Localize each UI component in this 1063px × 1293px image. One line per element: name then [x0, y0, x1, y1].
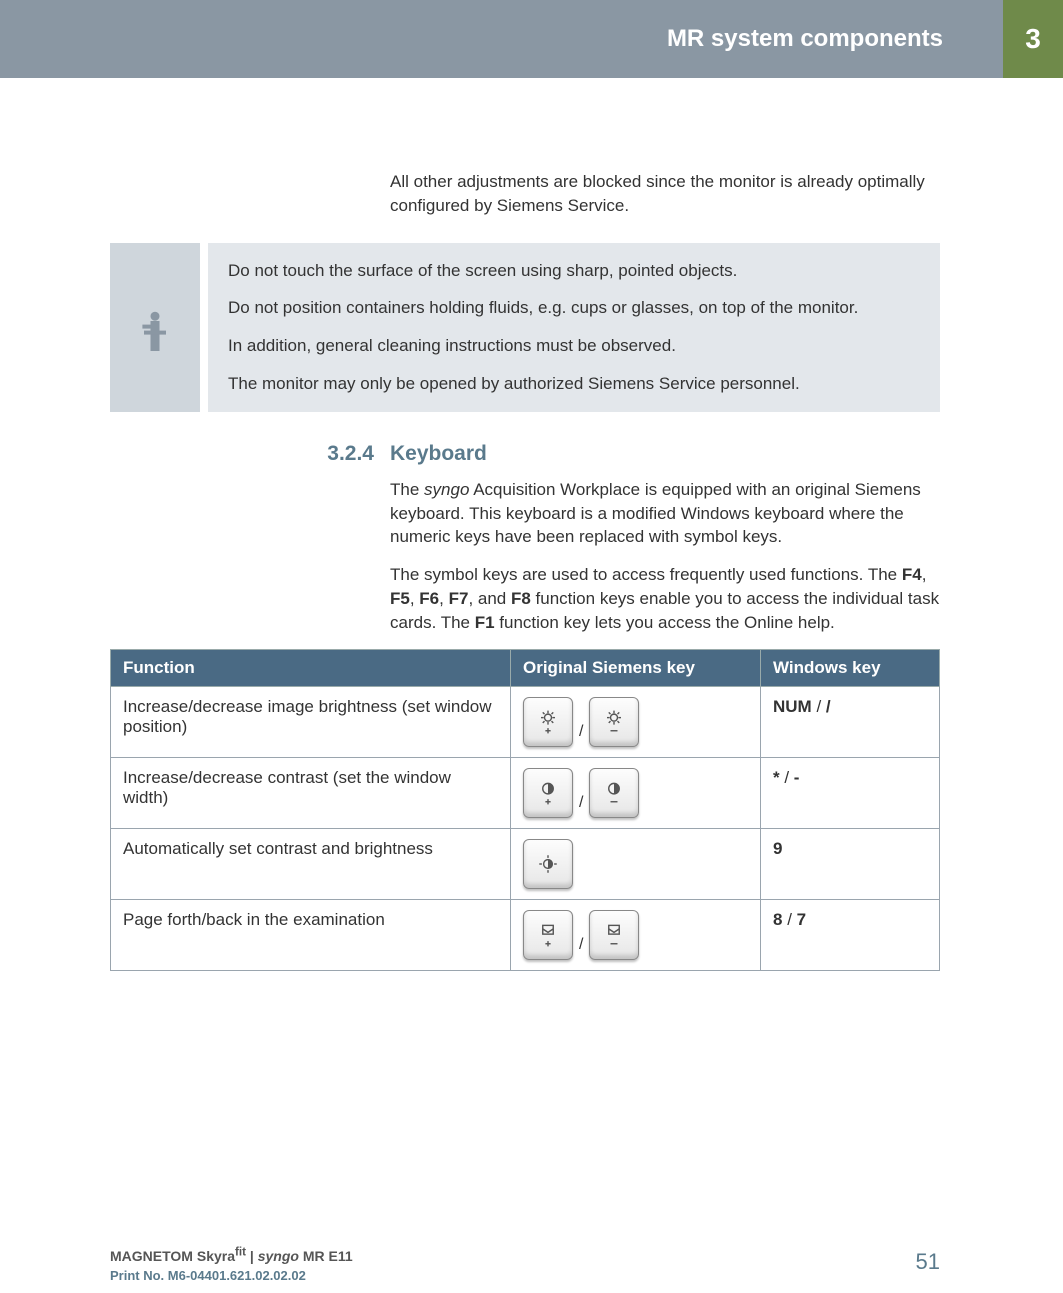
contrast-minus-keycap-icon — [589, 768, 639, 818]
text-sup: fit — [235, 1245, 246, 1258]
cell-siemens-key: / — [511, 686, 761, 757]
text-bold: F6 — [419, 589, 439, 608]
page-header: MR system components 3 — [0, 0, 1063, 78]
cell-siemens-key: / — [511, 757, 761, 828]
text-run: , — [922, 565, 927, 584]
table-row: Automatically set contrast and brightnes… — [111, 828, 940, 899]
footer-print-no: Print No. M6-04401.621.02.02.02 — [110, 1268, 940, 1283]
text-bold: F1 — [475, 613, 495, 632]
auto-keycap-icon — [523, 839, 573, 889]
sun-minus-keycap-icon — [589, 697, 639, 747]
subsection-title: Keyboard — [390, 442, 487, 466]
table-row: Increase/decrease image brightness (set … — [111, 686, 940, 757]
text-run-italic: syngo — [424, 480, 469, 499]
cell-windows-key: 9 — [761, 828, 940, 899]
sun-plus-keycap-icon — [523, 697, 573, 747]
info-line: The monitor may only be opened by author… — [228, 372, 920, 396]
info-text: Do not touch the surface of the screen u… — [208, 243, 940, 412]
chapter-tab: 3 — [1003, 0, 1063, 78]
contrast-plus-keycap-icon — [523, 768, 573, 818]
text-bold: F5 — [390, 589, 410, 608]
function-key-table: Function Original Siemens key Windows ke… — [110, 649, 940, 971]
cell-function: Increase/decrease contrast (set the wind… — [111, 757, 511, 828]
text-italic: syngo — [258, 1248, 299, 1264]
footer-product: MAGNETOM Skyrafit | syngo MR E11 — [110, 1248, 353, 1264]
table-row: Page forth/back in the examination / 8 / 7 — [111, 899, 940, 970]
text-bold: F7 — [449, 589, 469, 608]
page-content: All other adjustments are blocked since … — [110, 170, 940, 971]
info-line: Do not position containers holding fluid… — [228, 296, 920, 320]
info-line: In addition, general cleaning instructio… — [228, 334, 920, 358]
text-run: Acquisition Workplace is equipped with a… — [390, 480, 921, 547]
key-separator: / — [577, 936, 585, 960]
subsection-number: 3.2.4 — [300, 442, 390, 466]
body-paragraph-1: The syngo Acquisition Workplace is equip… — [390, 478, 940, 549]
text-bold: F4 — [902, 565, 922, 584]
cell-siemens-key: / — [511, 899, 761, 970]
text-bold: F8 — [511, 589, 531, 608]
text-run: The symbol keys are used to access frequ… — [390, 565, 902, 584]
page-minus-keycap-icon — [589, 910, 639, 960]
cell-windows-key: * / - — [761, 757, 940, 828]
key-separator: / — [577, 723, 585, 747]
info-icon — [110, 243, 200, 412]
table-header-row: Function Original Siemens key Windows ke… — [111, 649, 940, 686]
col-siemens: Original Siemens key — [511, 649, 761, 686]
body-paragraph-2: The symbol keys are used to access frequ… — [390, 563, 940, 634]
text-run: The — [390, 480, 424, 499]
col-windows: Windows key — [761, 649, 940, 686]
cell-function: Page forth/back in the examination — [111, 899, 511, 970]
cell-function: Increase/decrease image brightness (set … — [111, 686, 511, 757]
col-function: Function — [111, 649, 511, 686]
text-run: , and — [468, 589, 511, 608]
key-separator: / — [577, 794, 585, 818]
header-title: MR system components — [667, 25, 943, 53]
intro-paragraph: All other adjustments are blocked since … — [390, 170, 940, 218]
cell-siemens-key — [511, 828, 761, 899]
cell-windows-key: 8 / 7 — [761, 899, 940, 970]
footer-page-number: 51 — [916, 1249, 940, 1275]
subsection-heading: 3.2.4 Keyboard — [110, 442, 940, 466]
info-line: Do not touch the surface of the screen u… — [228, 259, 920, 283]
text-run: MR E11 — [299, 1248, 353, 1264]
cell-function: Automatically set contrast and brightnes… — [111, 828, 511, 899]
text-run: | — [246, 1248, 258, 1264]
text-run: MAGNETOM Skyra — [110, 1248, 235, 1264]
cell-windows-key: NUM / / — [761, 686, 940, 757]
text-run: , — [410, 589, 419, 608]
table-row: Increase/decrease contrast (set the wind… — [111, 757, 940, 828]
text-run: function key lets you access the Online … — [495, 613, 835, 632]
info-note-block: Do not touch the surface of the screen u… — [110, 243, 940, 412]
text-run: , — [439, 589, 448, 608]
page-footer: MAGNETOM Skyrafit | syngo MR E11 Print N… — [110, 1245, 940, 1283]
page-plus-keycap-icon — [523, 910, 573, 960]
